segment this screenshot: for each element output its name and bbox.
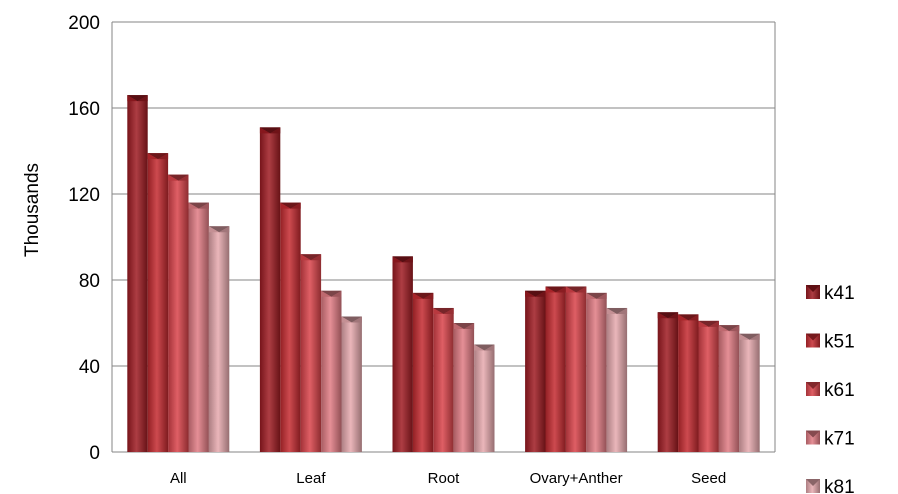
y-tick-label: 80: [79, 271, 100, 292]
y-axis-ticks: 0 40 80 120 160 200: [68, 13, 100, 464]
y-tick-label: 160: [68, 99, 100, 120]
legend-item-k61: k61: [806, 380, 855, 401]
bar-k51-seed: [678, 314, 699, 452]
x-axis-categories: All Leaf Root Ovary+Anther Seed: [170, 470, 726, 487]
x-category-label: Root: [428, 470, 461, 487]
bar-k61-ovary-anther: [565, 286, 587, 452]
bar-k41-seed: [657, 312, 679, 452]
x-category-label: Leaf: [296, 470, 326, 487]
legend-label: k61: [824, 380, 855, 401]
bar-k61-seed: [698, 320, 719, 452]
bar-k61-leaf: [300, 254, 322, 452]
x-category-label: Ovary+Anther: [530, 470, 623, 487]
legend-label: k71: [824, 429, 855, 450]
bar-k41-ovary-anther: [525, 290, 546, 452]
y-tick-label: 0: [89, 443, 100, 464]
legend-item-k41: k41: [806, 283, 855, 304]
legend-item-k51: k51: [806, 332, 855, 353]
legend: k41 k51 k61 k71 k81: [806, 283, 855, 494]
bar-k51-root: [412, 292, 434, 452]
bars: [127, 95, 760, 452]
x-category-label: Seed: [691, 470, 726, 487]
bar-k71-seed: [718, 325, 740, 452]
y-tick-label: 40: [79, 357, 100, 378]
bar-k51-leaf: [280, 202, 301, 452]
bar-k61-all: [168, 174, 189, 452]
x-category-label: All: [170, 470, 187, 487]
bar-k41-all: [127, 95, 148, 452]
bar-k81-root: [474, 344, 495, 452]
bar-k81-leaf: [341, 316, 362, 452]
legend-label: k81: [824, 477, 855, 494]
bar-k71-root: [453, 323, 475, 452]
bar-k81-all: [208, 226, 230, 452]
bar-k81-seed: [739, 333, 760, 452]
bar-k41-root: [392, 256, 413, 452]
y-tick-label: 200: [68, 13, 100, 34]
legend-label: k41: [824, 283, 855, 304]
bar-k71-all: [188, 202, 209, 452]
bar-k81-ovary-anther: [606, 307, 628, 452]
legend-item-k71: k71: [806, 429, 855, 450]
bar-k41-leaf: [259, 127, 281, 452]
bar-k71-ovary-anther: [586, 292, 607, 452]
legend-item-k81: k81: [806, 477, 855, 494]
y-tick-label: 120: [68, 185, 100, 206]
legend-label: k51: [824, 332, 855, 353]
bar-k51-all: [147, 153, 169, 452]
bar-k51-ovary-anther: [545, 286, 566, 452]
bar-k71-leaf: [321, 290, 342, 452]
y-axis-label: Thousands: [22, 163, 43, 257]
bar-k61-root: [433, 307, 454, 452]
